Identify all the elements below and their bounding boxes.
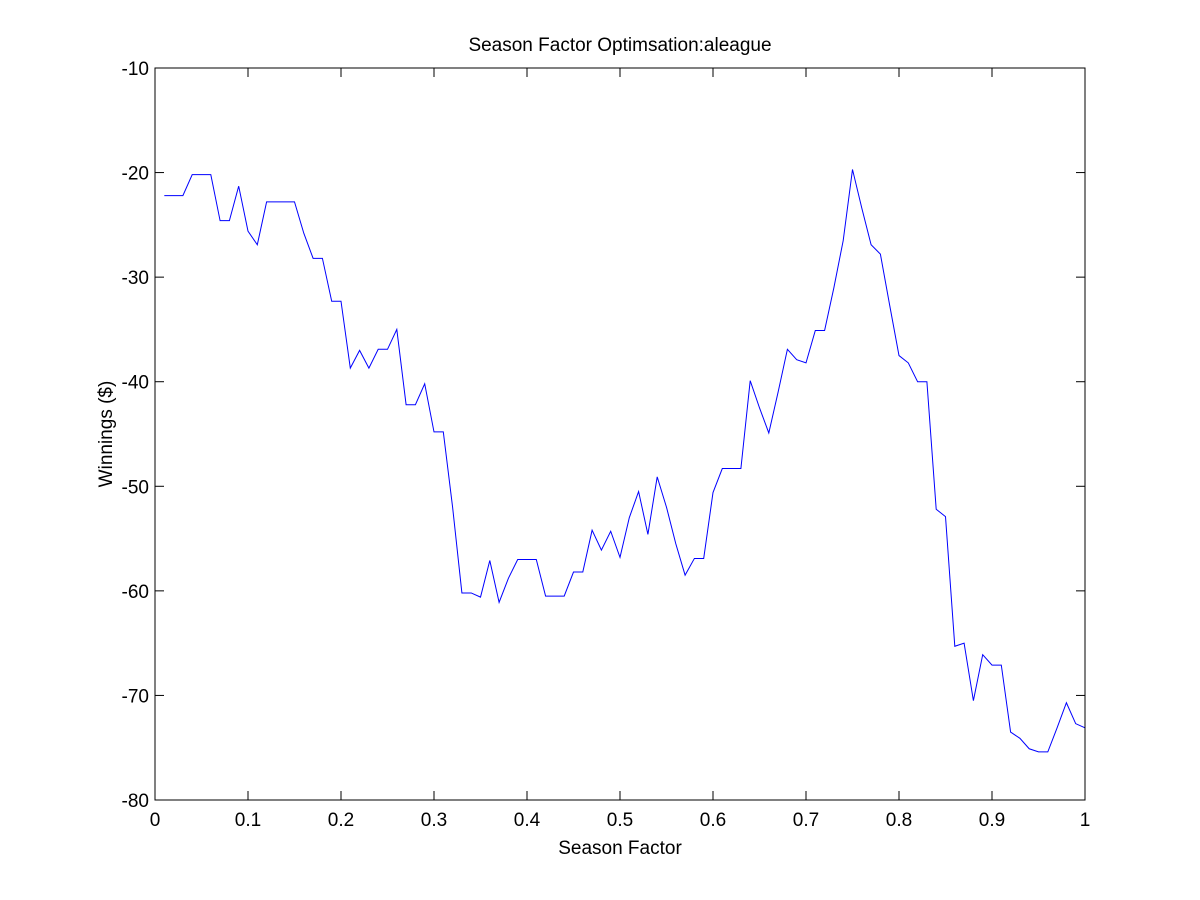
x-axis-label: Season Factor <box>558 838 682 859</box>
series-group <box>164 169 1086 753</box>
y-tick-label: -10 <box>122 59 149 80</box>
y-axis-label: Winnings ($) <box>96 381 117 488</box>
y-tick-label: -20 <box>122 164 149 185</box>
y-tick-label: -50 <box>122 477 149 498</box>
y-tick-label: -80 <box>122 791 149 812</box>
series-line-0 <box>164 169 1086 753</box>
x-tick-label: 0.4 <box>514 810 541 831</box>
x-tick-label: 0.3 <box>421 810 447 831</box>
x-tick-label: 0.6 <box>700 810 726 831</box>
x-tick-label: 0.8 <box>886 810 912 831</box>
y-tick-label: -40 <box>122 373 149 394</box>
x-tick-label: 0.5 <box>607 810 633 831</box>
x-tick-label: 0.7 <box>793 810 819 831</box>
x-tick-label: 0 <box>150 810 161 831</box>
axis-tick-labels: 0 0.1 0.2 0.3 0.4 0.5 0.6 0.7 0.8 0.9 1 -10 -20 -30 -4… <box>122 59 1091 831</box>
x-tick-label: 0.9 <box>979 810 1005 831</box>
x-tick-label: 0.2 <box>328 810 354 831</box>
y-tick-label: -70 <box>122 686 149 707</box>
y-tick-label: -60 <box>122 582 149 603</box>
x-tick-label: 1 <box>1080 810 1091 831</box>
chart-title: Season Factor Optimsation:aleague <box>468 35 771 56</box>
x-tick-label: 0.1 <box>235 810 261 831</box>
y-tick-label: -30 <box>122 268 149 289</box>
plot-frame <box>154 67 1086 801</box>
